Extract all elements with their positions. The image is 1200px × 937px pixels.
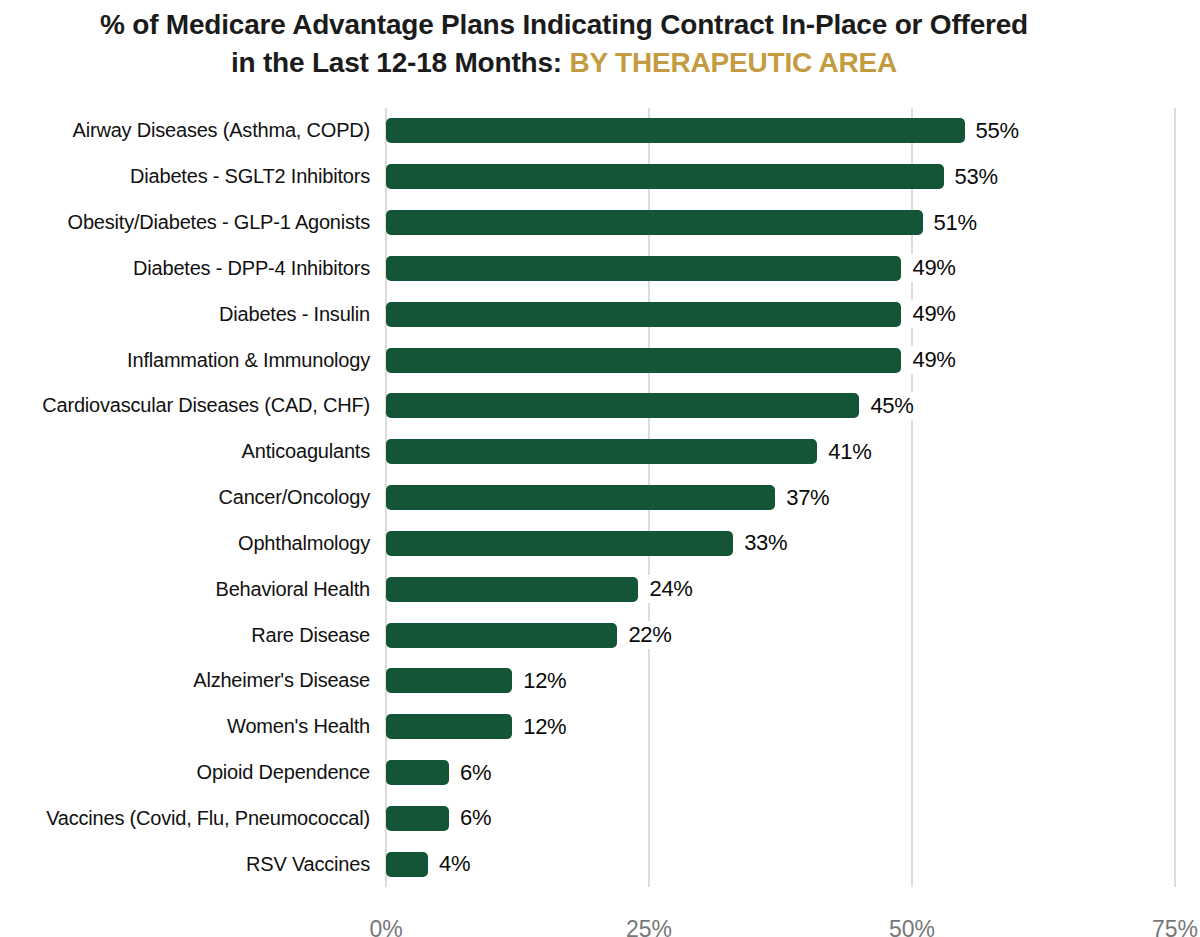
bar-rows: Airway Diseases (Asthma, COPD) 55% Diabe… bbox=[0, 108, 1200, 887]
bar-track: 37% bbox=[386, 484, 1200, 512]
bar-track: 22% bbox=[386, 621, 1200, 649]
value-label: 41% bbox=[826, 438, 873, 466]
category-label: Anticoagulants bbox=[0, 440, 386, 463]
bar-row: Anticoagulants 41% bbox=[0, 429, 1200, 475]
bar bbox=[386, 485, 775, 510]
bar-row: Opioid Dependence 6% bbox=[0, 750, 1200, 796]
bar-row: Diabetes - DPP-4 Inhibitors 49% bbox=[0, 245, 1200, 291]
value-label: 55% bbox=[974, 117, 1021, 145]
value-label: 49% bbox=[910, 346, 957, 374]
bar-track: 12% bbox=[386, 713, 1200, 741]
bar-row: Behavioral Health 24% bbox=[0, 566, 1200, 612]
bar-track: 12% bbox=[386, 667, 1200, 695]
bar-row: Obesity/Diabetes - GLP-1 Agonists 51% bbox=[0, 200, 1200, 246]
bar-track: 6% bbox=[386, 759, 1200, 787]
bar-track: 55% bbox=[386, 117, 1200, 145]
bar bbox=[386, 852, 428, 877]
bar-track: 49% bbox=[386, 300, 1200, 328]
value-label: 6% bbox=[458, 804, 493, 832]
bar-track: 6% bbox=[386, 804, 1200, 832]
category-label: Vaccines (Covid, Flu, Pneumococcal) bbox=[0, 807, 386, 830]
x-axis: 0% 25% 50% 75% bbox=[0, 902, 1200, 936]
category-label: Rare Disease bbox=[0, 624, 386, 647]
x-tick-label-25: 25% bbox=[626, 916, 672, 937]
value-label: 33% bbox=[742, 529, 789, 557]
chart-title: % of Medicare Advantage Plans Indicating… bbox=[0, 6, 1200, 82]
value-label: 24% bbox=[647, 575, 694, 603]
plot-area: Airway Diseases (Asthma, COPD) 55% Diabe… bbox=[0, 108, 1200, 937]
x-tick-label-0: 0% bbox=[369, 916, 402, 937]
bar bbox=[386, 531, 733, 556]
value-label: 22% bbox=[626, 621, 673, 649]
bar-row: Airway Diseases (Asthma, COPD) 55% bbox=[0, 108, 1200, 154]
bar-track: 49% bbox=[386, 254, 1200, 282]
bar bbox=[386, 439, 817, 464]
category-label: Women's Health bbox=[0, 715, 386, 738]
category-label: Obesity/Diabetes - GLP-1 Agonists bbox=[0, 211, 386, 234]
value-label: 51% bbox=[932, 209, 979, 237]
bar-row: Diabetes - SGLT2 Inhibitors 53% bbox=[0, 154, 1200, 200]
bar bbox=[386, 668, 512, 693]
value-label: 45% bbox=[868, 392, 915, 420]
bar-track: 33% bbox=[386, 529, 1200, 557]
value-label: 12% bbox=[521, 713, 568, 741]
category-label: Cancer/Oncology bbox=[0, 486, 386, 509]
value-label: 4% bbox=[437, 850, 472, 878]
chart-canvas: % of Medicare Advantage Plans Indicating… bbox=[0, 0, 1200, 937]
bar-row: Inflammation & Immunology 49% bbox=[0, 337, 1200, 383]
x-tick-label-50: 50% bbox=[889, 916, 935, 937]
value-label: 49% bbox=[910, 254, 957, 282]
chart-title-line2: in the Last 12-18 Months: BY THERAPEUTIC… bbox=[0, 44, 1128, 82]
category-label: Diabetes - SGLT2 Inhibitors bbox=[0, 165, 386, 188]
bar-row: Women's Health 12% bbox=[0, 704, 1200, 750]
bar bbox=[386, 348, 901, 373]
bar-track: 4% bbox=[386, 850, 1200, 878]
bar-row: Cancer/Oncology 37% bbox=[0, 475, 1200, 521]
bar-row: RSV Vaccines 4% bbox=[0, 841, 1200, 887]
chart-title-line1: % of Medicare Advantage Plans Indicating… bbox=[0, 6, 1128, 44]
value-label: 53% bbox=[953, 163, 1000, 191]
bar bbox=[386, 210, 923, 235]
bar bbox=[386, 623, 617, 648]
bar-track: 24% bbox=[386, 575, 1200, 603]
bar-row: Rare Disease 22% bbox=[0, 612, 1200, 658]
bar-track: 41% bbox=[386, 438, 1200, 466]
value-label: 6% bbox=[458, 759, 493, 787]
bar bbox=[386, 714, 512, 739]
bar-row: Vaccines (Covid, Flu, Pneumococcal) 6% bbox=[0, 795, 1200, 841]
bar bbox=[386, 393, 859, 418]
bar-track: 51% bbox=[386, 209, 1200, 237]
category-label: Opioid Dependence bbox=[0, 761, 386, 784]
value-label: 37% bbox=[784, 484, 831, 512]
bar-row: Diabetes - Insulin 49% bbox=[0, 291, 1200, 337]
bar-track: 53% bbox=[386, 163, 1200, 191]
bar bbox=[386, 118, 965, 143]
category-label: Behavioral Health bbox=[0, 578, 386, 601]
x-tick-label-75: 75% bbox=[1152, 916, 1198, 937]
bar bbox=[386, 164, 944, 189]
chart-title-line2-text: in the Last 12-18 Months: bbox=[231, 47, 562, 78]
bar bbox=[386, 760, 449, 785]
bar-row: Alzheimer's Disease 12% bbox=[0, 658, 1200, 704]
chart-title-line2-accent: BY THERAPEUTIC AREA bbox=[570, 47, 898, 78]
category-label: Cardiovascular Diseases (CAD, CHF) bbox=[0, 394, 386, 417]
category-label: Airway Diseases (Asthma, COPD) bbox=[0, 119, 386, 142]
bar-track: 45% bbox=[386, 392, 1200, 420]
bar-row: Cardiovascular Diseases (CAD, CHF) 45% bbox=[0, 383, 1200, 429]
bar-row: Ophthalmology 33% bbox=[0, 520, 1200, 566]
value-label: 12% bbox=[521, 667, 568, 695]
bar bbox=[386, 302, 901, 327]
category-label: Inflammation & Immunology bbox=[0, 349, 386, 372]
bar bbox=[386, 256, 901, 281]
value-label: 49% bbox=[910, 300, 957, 328]
bar bbox=[386, 806, 449, 831]
category-label: Alzheimer's Disease bbox=[0, 669, 386, 692]
category-label: Diabetes - DPP-4 Inhibitors bbox=[0, 257, 386, 280]
category-label: Ophthalmology bbox=[0, 532, 386, 555]
bar bbox=[386, 577, 638, 602]
bar-track: 49% bbox=[386, 346, 1200, 374]
category-label: Diabetes - Insulin bbox=[0, 303, 386, 326]
category-label: RSV Vaccines bbox=[0, 853, 386, 876]
